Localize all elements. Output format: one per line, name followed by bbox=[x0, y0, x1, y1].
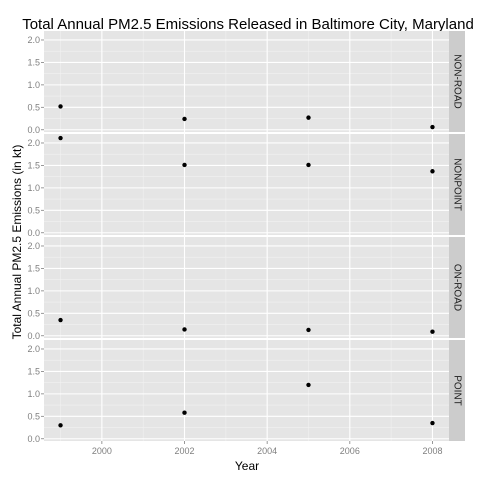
facet-strip bbox=[449, 340, 465, 441]
data-point-nonpoint-2002 bbox=[182, 162, 187, 168]
facet-strip-label: ON-ROAD bbox=[452, 264, 463, 311]
data-point-non-road-2002 bbox=[182, 116, 187, 122]
chart-title: Total Annual PM2.5 Emissions Released in… bbox=[22, 16, 474, 33]
data-point-on-road-2002 bbox=[182, 327, 187, 332]
facet-panel-on-road: 0.0 0.5 1.0 1.5 2.0 ON-ROAD bbox=[27, 237, 465, 341]
y-tick-label: 1.0 bbox=[27, 389, 40, 399]
data-point-point-2008 bbox=[430, 420, 435, 426]
facet-strip-label: NON-ROAD bbox=[452, 54, 463, 108]
y-tick-label: 2.0 bbox=[27, 344, 40, 354]
y-tick-label: 0.0 bbox=[27, 434, 40, 444]
x-tick-label: 2008 bbox=[422, 446, 442, 456]
x-tick-label: 2004 bbox=[257, 446, 277, 456]
y-tick-label: 1.5 bbox=[27, 57, 40, 67]
x-tick-label: 2000 bbox=[92, 446, 112, 456]
facet-panel-point: 0.0 0.5 1.0 1.5 2.0 POINT bbox=[27, 340, 465, 444]
data-point-nonpoint-2005 bbox=[306, 162, 311, 168]
panel-background bbox=[44, 340, 449, 441]
facet-strip bbox=[449, 134, 465, 235]
facet-strip bbox=[449, 31, 465, 132]
y-axis-title: Total Annual PM2.5 Emissions (in kt) bbox=[10, 145, 24, 340]
data-point-nonpoint-2008 bbox=[430, 169, 435, 174]
data-point-on-road-1999 bbox=[58, 317, 63, 323]
y-tick-label: 2.0 bbox=[27, 138, 40, 148]
y-tick-label: 0.5 bbox=[27, 411, 40, 421]
y-tick-label: 0.0 bbox=[27, 228, 40, 238]
y-tick-label: 0.5 bbox=[27, 102, 40, 112]
y-tick-label: 0.5 bbox=[27, 205, 40, 215]
y-tick-label: 1.5 bbox=[27, 160, 40, 170]
y-tick-label: 2.0 bbox=[27, 35, 40, 45]
data-point-point-2005 bbox=[306, 382, 311, 388]
facet-panel-non-road: 0.0 0.5 1.0 1.5 2.0 NON-ROAD bbox=[27, 31, 465, 135]
data-point-non-road-1999 bbox=[58, 104, 63, 109]
facet-strip-label: NONPOINT bbox=[452, 158, 463, 211]
y-tick-label: 1.0 bbox=[27, 286, 40, 296]
y-tick-label: 1.5 bbox=[27, 263, 40, 273]
x-axis: 2000 2002 2004 2006 2008 bbox=[92, 441, 442, 456]
facet-panel-nonpoint: 0.0 0.5 1.0 1.5 2.0 NONPOINT bbox=[27, 134, 465, 238]
data-point-point-1999 bbox=[58, 423, 63, 428]
y-tick-label: 2.0 bbox=[27, 241, 40, 251]
x-tick-label: 2002 bbox=[174, 446, 194, 456]
x-axis-title: Year bbox=[235, 459, 259, 473]
panel-background bbox=[44, 31, 449, 132]
y-tick-label: 0.0 bbox=[27, 125, 40, 135]
panel-background bbox=[44, 237, 449, 338]
panel-background bbox=[44, 134, 449, 235]
y-tick-label: 0.0 bbox=[27, 331, 40, 341]
y-tick-label: 1.5 bbox=[27, 366, 40, 376]
y-tick-label: 1.0 bbox=[27, 183, 40, 193]
data-point-point-2002 bbox=[182, 410, 187, 415]
data-point-on-road-2008 bbox=[430, 329, 435, 334]
facet-panels: 0.0 0.5 1.0 1.5 2.0 NON-ROAD 0.0 0.5 1.0 1.5 2.0 NO… bbox=[27, 31, 465, 444]
facet-strip-label: POINT bbox=[452, 375, 463, 406]
data-point-non-road-2005 bbox=[306, 115, 311, 120]
y-tick-label: 1.0 bbox=[27, 80, 40, 90]
data-point-nonpoint-1999 bbox=[58, 135, 63, 141]
facet-strip bbox=[449, 237, 465, 338]
y-tick-label: 0.5 bbox=[27, 308, 40, 318]
data-point-non-road-2008 bbox=[430, 124, 435, 130]
x-tick-label: 2006 bbox=[340, 446, 360, 456]
data-point-on-road-2005 bbox=[306, 327, 311, 333]
